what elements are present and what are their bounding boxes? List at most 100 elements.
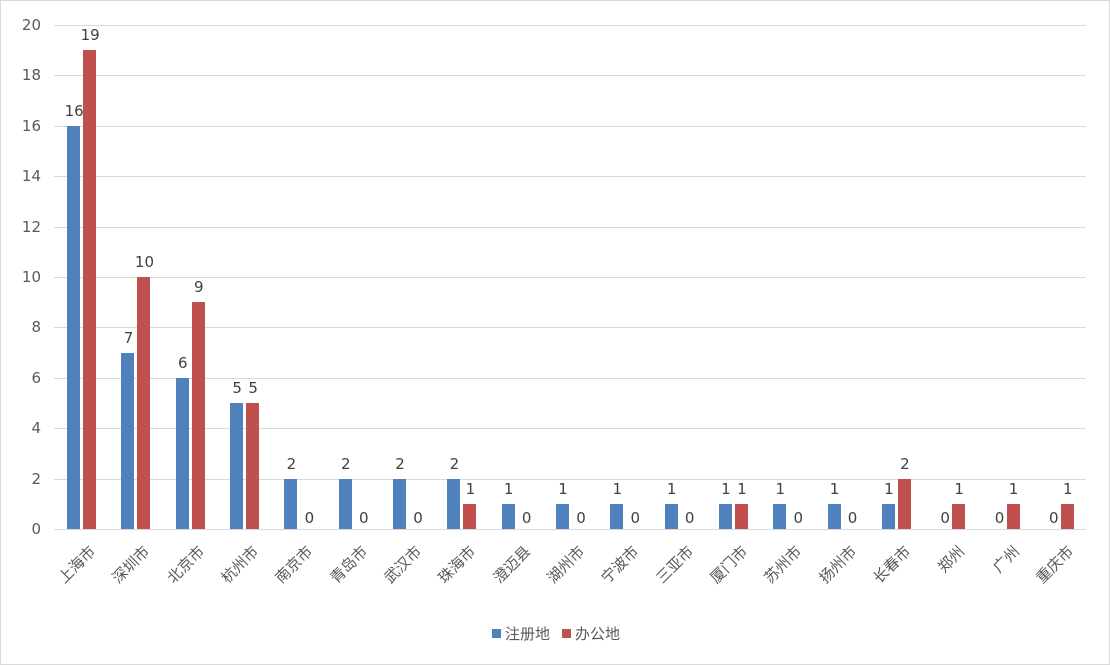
x-tick-label: 厦门市: [706, 542, 752, 587]
x-tick-label: 宁波市: [597, 542, 643, 587]
data-label: 0: [358, 509, 369, 527]
bar-office: [246, 403, 260, 529]
bar-registered: [827, 503, 841, 529]
data-label: 16: [64, 101, 84, 120]
x-tick-label: 三亚市: [652, 542, 697, 587]
bar-office: [137, 277, 151, 529]
data-label: 1: [954, 479, 964, 498]
bar-registered: [610, 503, 624, 529]
bar-registered: [338, 478, 352, 529]
y-tick-label: 6: [31, 368, 41, 387]
data-label: 7: [123, 328, 134, 347]
legend-swatch-icon: [562, 629, 571, 638]
bar-registered: [447, 478, 461, 529]
legend-swatch-icon: [491, 629, 501, 638]
data-label: 19: [80, 26, 100, 45]
y-tick-label: 12: [21, 217, 41, 236]
data-label: 2: [286, 454, 297, 473]
bar-registered: [175, 377, 189, 529]
data-label: 2: [340, 454, 351, 473]
data-label: 0: [630, 509, 641, 527]
data-label: 0: [940, 509, 950, 527]
x-tick-label: 青岛市: [326, 542, 371, 587]
bar-registered: [556, 503, 569, 529]
legend-item-registered: 注册地: [491, 623, 550, 644]
bar-registered: [121, 352, 135, 529]
bar-registered: [664, 503, 678, 529]
data-label: 0: [304, 509, 315, 527]
y-tick-label: 4: [31, 419, 41, 438]
data-label: 2: [900, 454, 910, 473]
bar-office: [1006, 503, 1020, 529]
gridline: [54, 478, 1086, 480]
data-label: 0: [521, 509, 532, 527]
data-label: 1: [775, 479, 786, 498]
y-tick-label: 20: [21, 16, 41, 34]
data-label: 1: [721, 479, 731, 498]
bar-office: [1060, 503, 1074, 529]
data-label: 1: [612, 479, 623, 498]
data-label: 1: [737, 479, 747, 498]
x-tick-label: 杭州市: [217, 542, 263, 587]
gridline: [54, 75, 1086, 77]
gridline: [54, 125, 1086, 127]
bar-office: [897, 478, 911, 529]
data-label: 0: [793, 509, 804, 527]
bar-registered: [501, 503, 515, 529]
gridline: [54, 377, 1086, 379]
gridline: [54, 327, 1086, 329]
data-label: 0: [1049, 509, 1059, 527]
data-label: 1: [884, 479, 894, 498]
gridline: [54, 529, 1086, 530]
x-tick-label: 湖州市: [543, 542, 589, 587]
bar-registered: [284, 478, 298, 529]
y-tick-label: 14: [21, 167, 41, 186]
x-tick-label: 苏州市: [760, 542, 806, 587]
bar-registered: [67, 125, 81, 529]
y-tick-label: 2: [31, 469, 41, 488]
x-tick-label: 重庆市: [1032, 542, 1077, 587]
data-label: 1: [465, 479, 476, 498]
x-tick-label: 珠海市: [434, 542, 480, 587]
x-tick-label: 郑州: [934, 542, 969, 577]
legend-label: 注册地: [504, 625, 550, 643]
bar-registered: [393, 478, 407, 529]
gridline: [54, 176, 1086, 178]
data-label: 10: [134, 253, 155, 271]
bar-registered: [230, 403, 244, 529]
y-tick-label: 18: [21, 66, 41, 85]
bar-office: [463, 503, 477, 529]
x-tick-label: 南京市: [272, 542, 317, 587]
bar-office: [952, 503, 966, 529]
data-label: 2: [395, 454, 405, 473]
data-label: 1: [1008, 479, 1019, 498]
data-label: 6: [178, 353, 188, 372]
gridline: [54, 226, 1086, 228]
bar-registered: [881, 503, 895, 529]
bar-office: [734, 503, 748, 529]
x-tick-label: 澄迈县: [489, 542, 534, 587]
legend: 注册地 办公地: [1, 623, 1110, 644]
data-label: 2: [449, 454, 460, 473]
x-tick-label: 深圳市: [109, 542, 154, 587]
legend-item-office: 办公地: [562, 623, 620, 644]
bar-registered: [773, 503, 787, 529]
gridline: [54, 428, 1086, 430]
x-tick-label: 武汉市: [380, 542, 426, 587]
x-tick-label: 广州: [988, 542, 1023, 577]
x-tick-label: 上海市: [54, 542, 100, 587]
data-label: 5: [248, 379, 258, 397]
x-tick-label: 长春市: [869, 542, 915, 587]
bar-office: [191, 302, 205, 529]
data-label: 0: [847, 509, 858, 527]
data-label: 5: [232, 379, 242, 397]
data-label: 0: [994, 509, 1005, 527]
x-tick-label: 扬州市: [815, 542, 860, 587]
gridline: [54, 25, 1086, 26]
data-label: 1: [503, 479, 514, 498]
data-label: 1: [829, 479, 840, 498]
y-tick-label: 8: [31, 318, 41, 337]
data-label: 9: [194, 278, 204, 297]
y-tick-label: 10: [21, 268, 41, 286]
